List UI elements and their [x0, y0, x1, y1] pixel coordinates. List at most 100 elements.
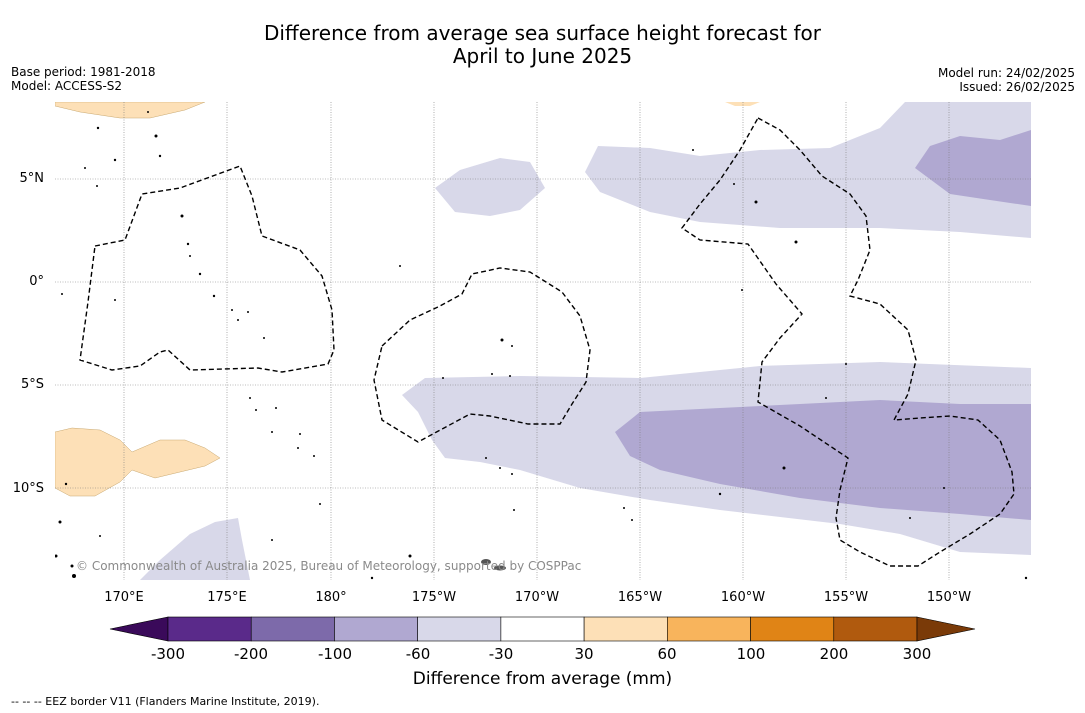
- island: [845, 363, 847, 365]
- island: [408, 554, 412, 558]
- island: [61, 293, 63, 295]
- eez-border: [680, 117, 1015, 567]
- island: [271, 539, 273, 541]
- island: [825, 397, 827, 399]
- colorbar-tick: 200: [819, 645, 849, 663]
- colorbar-segment: [750, 616, 835, 642]
- meta-right: Model run: 24/02/2025 Issued: 26/02/2025: [938, 66, 1075, 94]
- colorbar-segment: [500, 616, 585, 642]
- model-name: Model: ACCESS-S2: [11, 79, 123, 93]
- island: [509, 375, 511, 377]
- meta-left: Base period: 1981-2018 Model: ACCESS-S2: [11, 65, 156, 93]
- negative-anomaly-band: [585, 102, 1031, 238]
- island: [255, 409, 257, 411]
- island: [909, 517, 911, 519]
- colorbar-segment: [334, 616, 418, 642]
- island: [1024, 576, 1028, 580]
- island: [623, 507, 625, 509]
- island: [491, 373, 493, 375]
- map-area: [55, 102, 1031, 580]
- lat-label-5s: 5°S: [20, 377, 44, 392]
- positive-anomaly-patch: [55, 427, 221, 497]
- island: [494, 565, 506, 571]
- island: [499, 467, 501, 469]
- base-period: Base period: 1981-2018: [11, 65, 156, 79]
- lon-label-165w: 165°W: [617, 590, 663, 605]
- island: [313, 455, 315, 457]
- island: [442, 377, 444, 379]
- island: [511, 473, 513, 475]
- colorbar-tick: 100: [736, 645, 766, 663]
- model-run: Model run: 24/02/2025: [937, 66, 1075, 80]
- lon-label-180: 180°: [315, 590, 347, 605]
- lat-label-5n: 5°N: [19, 171, 45, 186]
- island: [481, 559, 491, 565]
- eez-borders: [79, 117, 1015, 567]
- colorbar-tick: -300: [150, 645, 186, 663]
- island: [189, 255, 191, 257]
- colorbar-segments: [167, 616, 918, 642]
- islands: [55, 111, 1028, 580]
- island: [271, 431, 273, 433]
- island: [297, 447, 299, 449]
- negative-anomaly-band: [140, 518, 250, 580]
- colorbar: [109, 616, 976, 642]
- lon-label-155w: 155°W: [823, 590, 869, 605]
- island: [72, 574, 76, 578]
- gridlines: [55, 102, 1031, 580]
- title-line-2: April to June 2025: [452, 44, 633, 68]
- lat-label-0: 0°: [29, 274, 44, 289]
- colorbar-segment: [667, 616, 751, 642]
- lon-label-175e: 175°E: [207, 590, 247, 605]
- island: [511, 345, 513, 347]
- island: [249, 397, 251, 399]
- eez-border: [79, 165, 335, 373]
- colorbar-segment: [833, 616, 918, 642]
- island: [237, 319, 239, 321]
- lon-label-175w: 175°W: [411, 590, 457, 605]
- island: [212, 294, 216, 298]
- colorbar-segment: [417, 616, 502, 642]
- island: [55, 554, 58, 558]
- island: [692, 149, 694, 151]
- island: [147, 111, 149, 113]
- title-line-1: Difference from average sea surface heig…: [263, 21, 822, 45]
- island: [114, 299, 116, 301]
- island: [113, 158, 117, 162]
- island: [319, 503, 321, 505]
- lon-label-150w: 150°W: [926, 590, 972, 605]
- colorbar-over-extension: [916, 616, 976, 642]
- lon-label-160w: 160°W: [720, 590, 766, 605]
- island: [84, 167, 86, 169]
- eez-border: [373, 267, 591, 443]
- negative-anomaly-core: [615, 400, 1031, 520]
- island: [96, 185, 98, 187]
- positive-anomaly-patch: [725, 102, 760, 106]
- colorbar-tick: 30: [574, 645, 594, 663]
- lat-label-10s: 10°S: [12, 481, 44, 496]
- island: [96, 126, 100, 130]
- colorbar-tick: -100: [317, 645, 353, 663]
- island: [64, 482, 68, 486]
- negative-anomaly-band: [435, 158, 545, 216]
- island: [631, 519, 633, 521]
- island: [231, 309, 233, 311]
- island: [186, 242, 190, 246]
- colorbar-tick: 300: [902, 645, 932, 663]
- negative-anomaly-core: [915, 130, 1031, 206]
- island: [70, 564, 74, 568]
- colorbar-segment: [167, 616, 252, 642]
- island: [198, 272, 202, 276]
- island: [399, 265, 401, 267]
- island: [485, 457, 487, 459]
- chart-title: Difference from average sea surface heig…: [0, 22, 1085, 68]
- island: [58, 520, 62, 524]
- island: [154, 134, 158, 138]
- eez-legend-note: -- -- -- EEZ border V11 (Flanders Marine…: [11, 695, 320, 708]
- island: [299, 433, 301, 435]
- island: [754, 200, 758, 204]
- island: [513, 509, 515, 511]
- island: [500, 338, 504, 342]
- island: [180, 214, 184, 218]
- colorbar-tick: -200: [233, 645, 269, 663]
